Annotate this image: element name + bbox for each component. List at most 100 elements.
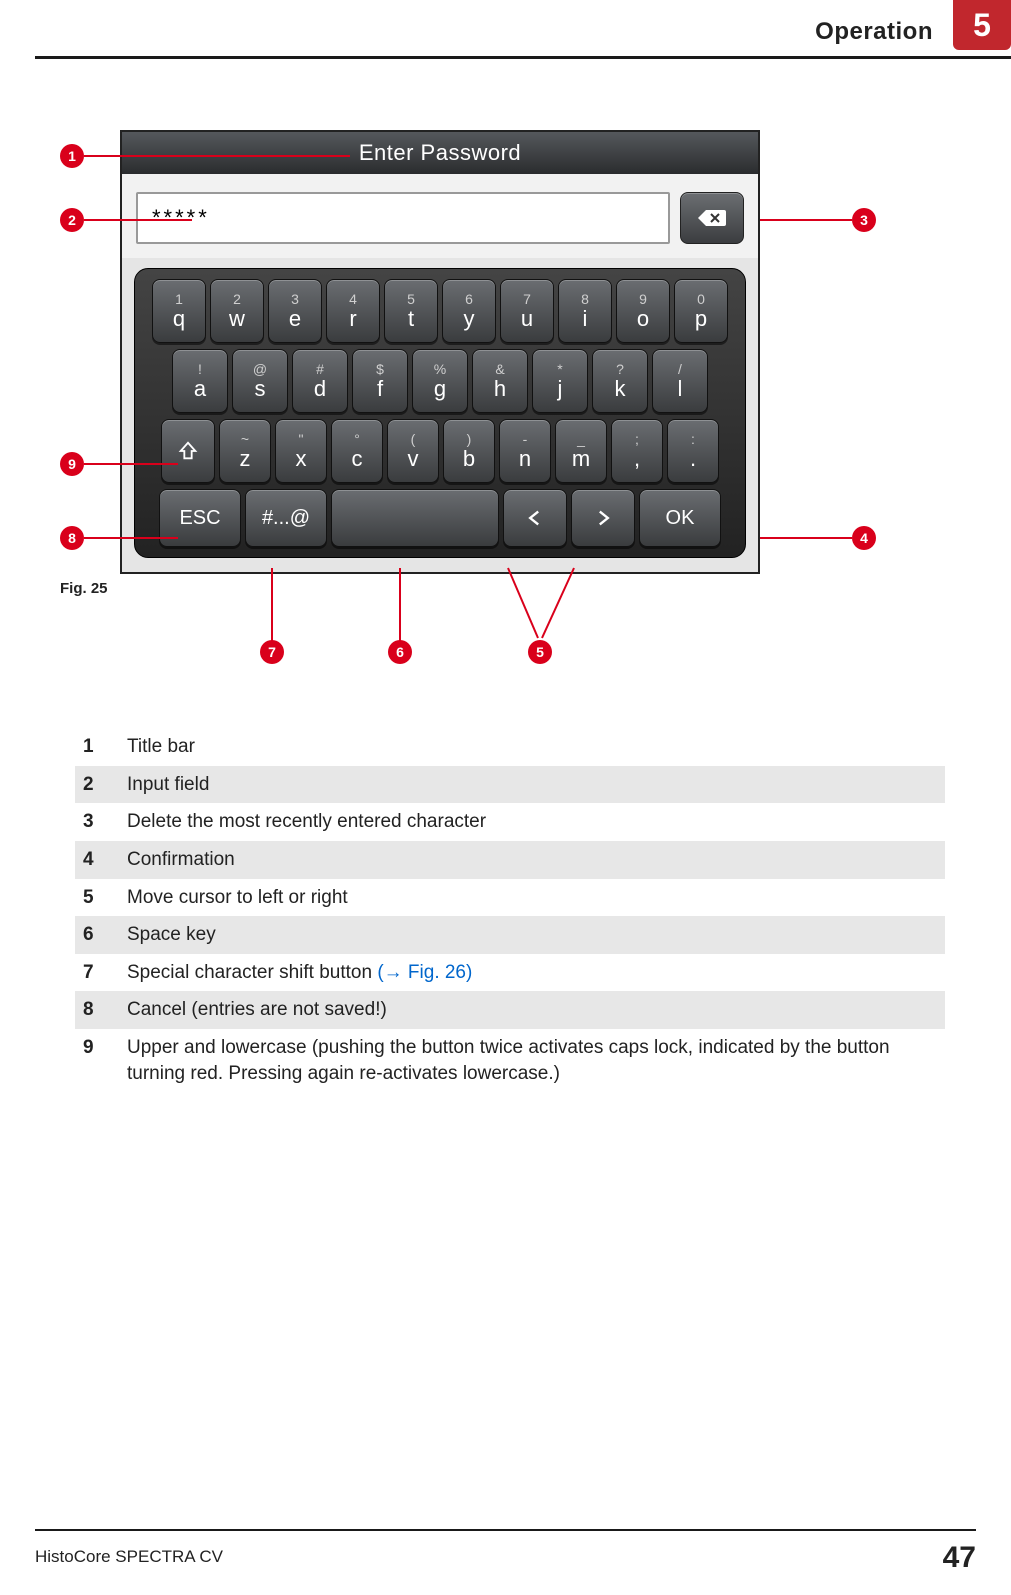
key-main-label: c [352,448,363,470]
key-main-label: s [255,378,266,400]
key-alt-label: 2 [233,292,241,306]
key-alt-label: 9 [639,292,647,306]
key-g[interactable]: %g [412,349,468,413]
legend-number: 4 [83,847,127,873]
key-d[interactable]: #d [292,349,348,413]
legend-row: 1Title bar [75,728,945,766]
key-.[interactable]: :. [667,419,719,483]
callout-5: 5 [528,640,552,664]
legend-number: 7 [83,960,127,986]
key-c[interactable]: °c [331,419,383,483]
legend-row: 8Cancel (entries are not saved!) [75,991,945,1029]
section-title: Operation [815,18,933,46]
key-alt-label: - [523,432,528,446]
legend-text: Title bar [127,734,937,760]
key-alt-label: : [691,432,695,446]
key-main-label: n [519,448,531,470]
legend-number: 3 [83,809,127,835]
legend-text: Upper and lowercase (pushing the button … [127,1035,937,1086]
key-s[interactable]: @s [232,349,288,413]
key-a[interactable]: !a [172,349,228,413]
key-alt-label: " [299,432,304,446]
key-h[interactable]: &h [472,349,528,413]
key-o[interactable]: 9o [616,279,670,343]
key-y[interactable]: 6y [442,279,496,343]
key-u[interactable]: 7u [500,279,554,343]
footer-page-number: 47 [943,1541,976,1575]
key-main-label: k [615,378,626,400]
escape-label: ESC [179,507,220,530]
legend-text: Cancel (entries are not saved!) [127,997,937,1023]
key-alt-label: @ [253,362,267,376]
legend-text: Space key [127,922,937,948]
key-i[interactable]: 8i [558,279,612,343]
key-,[interactable]: ;, [611,419,663,483]
key-alt-label: # [316,362,324,376]
key-alt-label: 3 [291,292,299,306]
key-t[interactable]: 5t [384,279,438,343]
key-main-label: d [314,378,326,400]
key-main-label: j [558,378,563,400]
key-main-label: w [229,308,245,330]
key-m[interactable]: _m [555,419,607,483]
chapter-number-tab: 5 [953,0,1011,50]
legend-number: 2 [83,772,127,798]
legend-text: Delete the most recently entered charact… [127,809,937,835]
dialog-titlebar: Enter Password [122,132,758,174]
shift-key[interactable] [161,419,215,483]
callout-3: 3 [852,208,876,232]
key-l[interactable]: /l [652,349,708,413]
key-alt-label: ! [198,362,202,376]
password-input[interactable] [136,192,670,244]
key-main-label: z [240,448,251,470]
legend-row: 9Upper and lowercase (pushing the button… [75,1029,945,1092]
cursor-left-key[interactable] [503,489,567,547]
key-main-label: a [194,378,206,400]
legend-number: 8 [83,997,127,1023]
key-main-label: t [408,308,414,330]
key-b[interactable]: )b [443,419,495,483]
key-alt-label: / [678,362,682,376]
key-main-label: h [494,378,506,400]
legend-row: 6Space key [75,916,945,954]
backspace-icon [697,208,727,228]
cursor-right-key[interactable] [571,489,635,547]
key-k[interactable]: ?k [592,349,648,413]
space-key[interactable] [331,489,499,547]
key-alt-label: ; [635,432,639,446]
symbols-key[interactable]: #...@ [245,489,327,547]
callout-9: 9 [60,452,84,476]
key-alt-label: 4 [349,292,357,306]
key-v[interactable]: (v [387,419,439,483]
legend-row: 5Move cursor to left or right [75,879,945,917]
legend-row: 4Confirmation [75,841,945,879]
key-main-label: x [296,448,307,470]
key-n[interactable]: -n [499,419,551,483]
key-p[interactable]: 0p [674,279,728,343]
key-r[interactable]: 4r [326,279,380,343]
input-row [122,174,758,258]
backspace-button[interactable] [680,192,744,244]
key-e[interactable]: 3e [268,279,322,343]
key-main-label: o [637,308,649,330]
figure-cross-reference[interactable]: (→ Fig. 26) [377,962,472,983]
key-alt-label: $ [376,362,384,376]
figure-caption: Fig. 25 [60,580,750,597]
key-main-label: g [434,378,446,400]
key-alt-label: 6 [465,292,473,306]
key-q[interactable]: 1q [152,279,206,343]
key-main-label: r [349,308,356,330]
key-x[interactable]: "x [275,419,327,483]
key-main-label: q [173,308,185,330]
key-f[interactable]: $f [352,349,408,413]
key-w[interactable]: 2w [210,279,264,343]
key-alt-label: ( [411,432,416,446]
legend-number: 5 [83,885,127,911]
escape-key[interactable]: ESC [159,489,241,547]
arrow-left-icon [527,510,543,526]
key-j[interactable]: *j [532,349,588,413]
key-alt-label: ~ [241,432,249,446]
key-z[interactable]: ~z [219,419,271,483]
ok-key[interactable]: OK [639,489,721,547]
key-main-label: l [678,378,683,400]
